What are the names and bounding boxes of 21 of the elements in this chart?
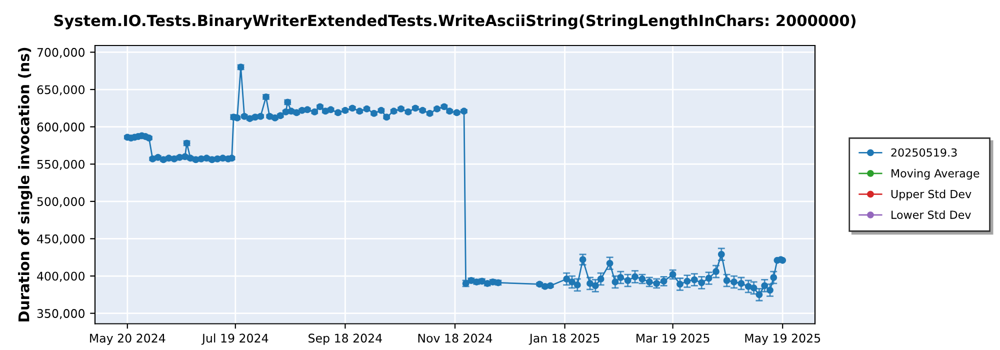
y-tick-label: 400,000: [37, 272, 84, 282]
y-tick-label: 650,000: [37, 85, 84, 96]
y-tick-label: 700,000: [37, 48, 84, 58]
y-axis-title: Duration of single invocation (ns): [18, 48, 32, 322]
y-tick-label: 500,000: [37, 197, 84, 208]
x-tick-label: Nov 18 2024: [418, 334, 492, 343]
legend-label: Moving Average: [892, 168, 980, 180]
x-tick-label: Sep 18 2024: [308, 334, 382, 345]
chart-title: System.IO.Tests.BinaryWriterExtendedTests.WriteAsciiString(StringLengthInChars: 2000000): [54, 14, 856, 30]
x-tick-label: May 19 2025: [745, 334, 820, 345]
legend-label: Upper Std Dev: [891, 190, 972, 200]
x-tick-label: Jan 18 2025: [528, 334, 600, 345]
legend-label: Lower Std Dev: [892, 210, 971, 219]
x-tick-label: Mar 19 2025: [636, 334, 710, 343]
legend-label: 20250519.3: [891, 148, 957, 157]
y-tick-label: 600,000: [37, 122, 84, 133]
y-tick-label: 550,000: [37, 160, 84, 170]
x-tick-label: Jul 19 2024: [201, 333, 268, 345]
y-tick-label: 350,000: [37, 309, 84, 320]
y-tick-label: 450,000: [37, 234, 84, 245]
x-tick-label: May 20 2024: [90, 334, 166, 345]
